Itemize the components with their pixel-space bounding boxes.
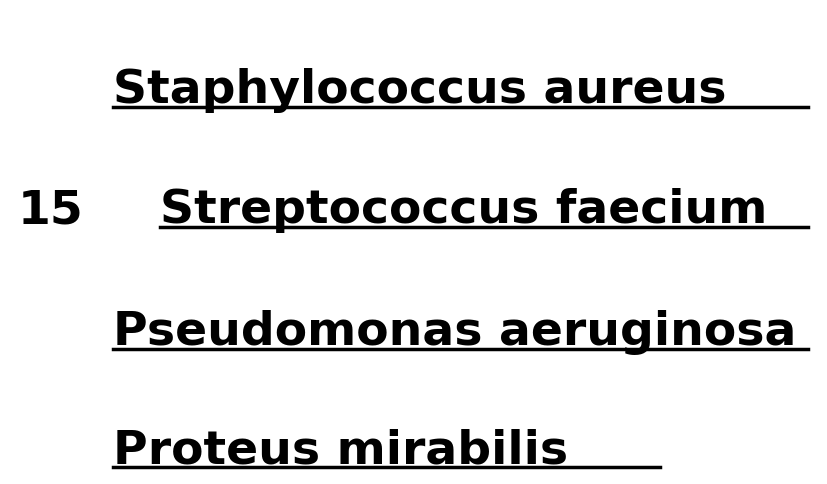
Text: Staphylococcus aureus: Staphylococcus aureus xyxy=(112,68,725,113)
Text: Proteus mirabilis: Proteus mirabilis xyxy=(112,427,567,472)
Text: Streptococcus faecium: Streptococcus faecium xyxy=(160,188,767,232)
Text: Pseudomonas aeruginosa: Pseudomonas aeruginosa xyxy=(112,309,796,354)
Text: 15: 15 xyxy=(18,188,84,232)
